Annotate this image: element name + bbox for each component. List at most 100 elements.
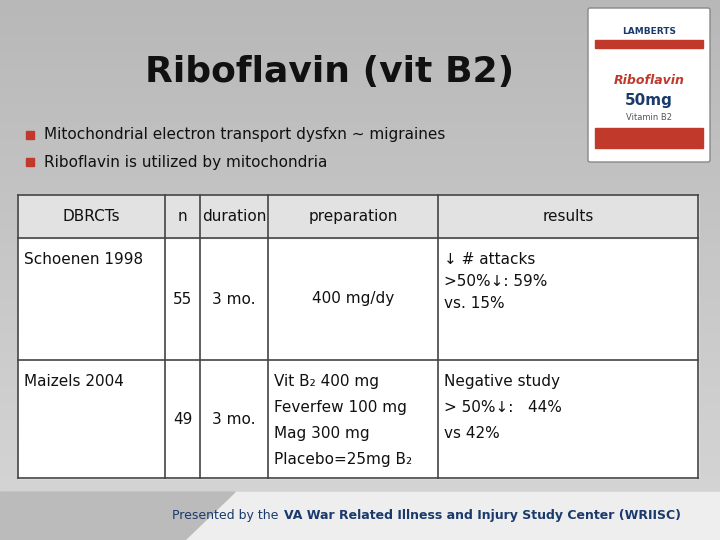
Bar: [0, 52, 720, 53]
Bar: [0, 311, 720, 312]
Bar: [0, 250, 720, 251]
Bar: [0, 471, 720, 472]
Text: 400 mg/dy: 400 mg/dy: [312, 292, 394, 307]
Bar: [0, 318, 720, 319]
Bar: [0, 301, 720, 302]
Bar: [0, 139, 720, 140]
Bar: [0, 502, 720, 503]
Bar: [0, 32, 720, 33]
Bar: [0, 446, 720, 447]
Bar: [0, 486, 720, 487]
Bar: [0, 355, 720, 356]
Bar: [0, 58, 720, 59]
Bar: [0, 383, 720, 384]
Bar: [0, 223, 720, 224]
Bar: [0, 339, 720, 340]
Bar: [0, 451, 720, 452]
Bar: [0, 504, 720, 505]
Bar: [0, 304, 720, 305]
Bar: [0, 82, 720, 83]
Bar: [0, 273, 720, 274]
Bar: [0, 496, 720, 497]
Bar: [0, 457, 720, 458]
Bar: [0, 291, 720, 292]
Bar: [0, 195, 720, 196]
Bar: [0, 42, 720, 43]
Bar: [0, 148, 720, 149]
Bar: [0, 212, 720, 213]
Bar: [0, 17, 720, 18]
Bar: [0, 34, 720, 35]
Bar: [0, 152, 720, 153]
Bar: [0, 202, 720, 203]
Bar: [0, 193, 720, 194]
Bar: [0, 71, 720, 72]
Bar: [0, 396, 720, 397]
Bar: [0, 132, 720, 133]
Bar: [0, 448, 720, 449]
Bar: [0, 221, 720, 222]
Bar: [0, 421, 720, 422]
Bar: [0, 351, 720, 352]
Bar: [0, 353, 720, 354]
Bar: [0, 172, 720, 173]
Bar: [0, 174, 720, 175]
Bar: [0, 473, 720, 474]
Bar: [0, 275, 720, 276]
Bar: [0, 218, 720, 219]
Bar: [0, 222, 720, 223]
Bar: [0, 506, 720, 507]
Bar: [0, 143, 720, 144]
Bar: [0, 340, 720, 341]
Bar: [0, 125, 720, 126]
Polygon shape: [0, 492, 235, 540]
Bar: [0, 142, 720, 143]
Bar: [0, 5, 720, 6]
Bar: [0, 53, 720, 54]
Bar: [0, 236, 720, 237]
Bar: [0, 422, 720, 423]
Bar: [0, 48, 720, 49]
Bar: [0, 137, 720, 138]
Bar: [0, 54, 720, 55]
Bar: [0, 240, 720, 241]
Bar: [0, 287, 720, 288]
Bar: [0, 233, 720, 234]
Bar: [0, 476, 720, 477]
Bar: [0, 208, 720, 209]
Bar: [0, 521, 720, 522]
Bar: [0, 281, 720, 282]
Bar: [0, 277, 720, 278]
Bar: [0, 375, 720, 376]
Bar: [0, 426, 720, 427]
Bar: [0, 408, 720, 409]
Bar: [0, 310, 720, 311]
Bar: [0, 459, 720, 460]
Bar: [0, 254, 720, 255]
Bar: [0, 1, 720, 2]
Bar: [0, 186, 720, 187]
Bar: [0, 33, 720, 34]
Bar: [0, 490, 720, 491]
Bar: [0, 371, 720, 372]
Bar: [0, 76, 720, 77]
Bar: [0, 489, 720, 490]
Bar: [0, 11, 720, 12]
Bar: [0, 507, 720, 508]
Bar: [0, 201, 720, 202]
Bar: [0, 470, 720, 471]
Bar: [0, 69, 720, 70]
Bar: [0, 134, 720, 135]
Text: Riboflavin is utilized by mitochondria: Riboflavin is utilized by mitochondria: [44, 154, 328, 170]
Bar: [0, 397, 720, 398]
Bar: [0, 96, 720, 97]
Bar: [0, 40, 720, 41]
Bar: [0, 244, 720, 245]
Bar: [0, 336, 720, 337]
Bar: [0, 217, 720, 218]
Bar: [0, 455, 720, 456]
Bar: [0, 389, 720, 390]
Bar: [0, 466, 720, 467]
Bar: [0, 136, 720, 137]
Bar: [0, 364, 720, 365]
